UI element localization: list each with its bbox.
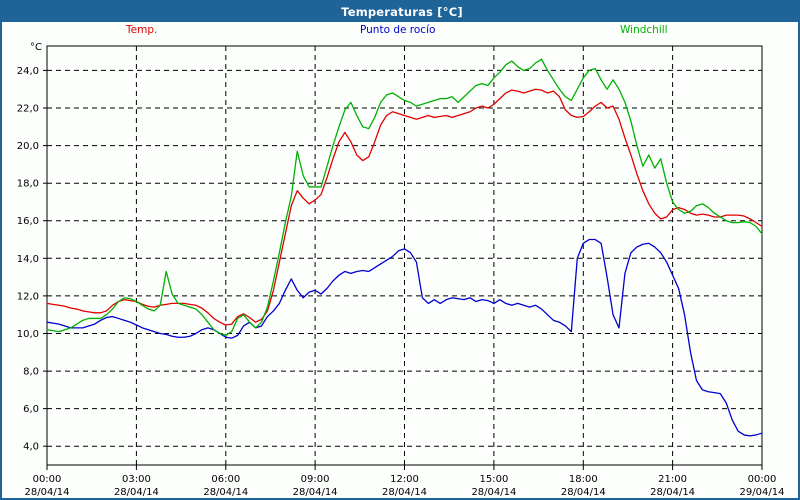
x-axis-time-label: 21:00	[658, 474, 687, 485]
y-axis-tick-label: 22,0	[17, 104, 39, 115]
x-axis-date-label: 29/04/14	[740, 487, 785, 498]
x-axis-time-label: 12:00	[390, 474, 419, 485]
gridlines-horizontal	[47, 69, 762, 447]
y-axis-unit-label: °C	[30, 42, 42, 53]
x-axis-date-label: 28/04/14	[382, 487, 427, 498]
x-axis-date-label: 28/04/14	[203, 487, 248, 498]
series-line-temp	[46, 88, 763, 326]
x-axis-date-label: 28/04/14	[650, 487, 695, 498]
x-axis-date-label: 28/04/14	[293, 487, 338, 498]
y-axis-tick-label: 20,0	[17, 141, 39, 152]
series-line-punto-de-roc-o	[46, 238, 763, 437]
y-axis-tick-label: 16,0	[17, 216, 39, 227]
y-axis-tick-label: 4,0	[23, 442, 39, 453]
x-axis-time-label: 00:00	[748, 474, 777, 485]
x-axis-labels: 00:00 28/04/14 03:00 28/04/14 06:00 28/04/14 0…	[25, 474, 785, 498]
x-axis-time-label: 15:00	[479, 474, 508, 485]
y-axis-tick-label: 12,0	[17, 291, 39, 302]
y-axis-labels: 4,0 6,0 8,0 10,0 12,0 14,0 16,0 18,0 20,0 22,0 24,…	[17, 66, 39, 453]
legend-item-dewpoint: Punto de rocío	[360, 24, 436, 36]
x-axis-time-label: 09:00	[301, 474, 330, 485]
y-axis-tick-label: 8,0	[23, 367, 39, 378]
x-axis-date-label: 28/04/14	[471, 487, 516, 498]
x-axis-date-label: 28/04/14	[561, 487, 606, 498]
x-axis-time-label: 03:00	[122, 474, 151, 485]
series-line-windchill	[46, 58, 763, 336]
x-axis-time-label: 18:00	[569, 474, 598, 485]
x-axis-time-label: 06:00	[211, 474, 240, 485]
data-series-group	[46, 58, 763, 437]
chart-legend: Temp. Punto de rocío Windchill	[2, 22, 798, 42]
legend-item-windchill: Windchill	[620, 24, 668, 36]
y-axis-tick-label: 24,0	[17, 66, 39, 77]
y-axis-tick-label: 14,0	[17, 254, 39, 265]
legend-item-temp: Temp.	[126, 24, 158, 36]
x-axis-time-label: 00:00	[33, 474, 62, 485]
window-title: Temperaturas [°C]	[2, 2, 798, 22]
gridlines-vertical	[135, 46, 674, 465]
x-axis-date-label: 28/04/14	[25, 487, 70, 498]
axis-tick-marks	[43, 69, 763, 470]
x-axis-date-label: 28/04/14	[114, 487, 159, 498]
y-axis-tick-label: 6,0	[23, 404, 39, 415]
y-axis-tick-label: 10,0	[17, 329, 39, 340]
y-axis-tick-label: 18,0	[17, 179, 39, 190]
